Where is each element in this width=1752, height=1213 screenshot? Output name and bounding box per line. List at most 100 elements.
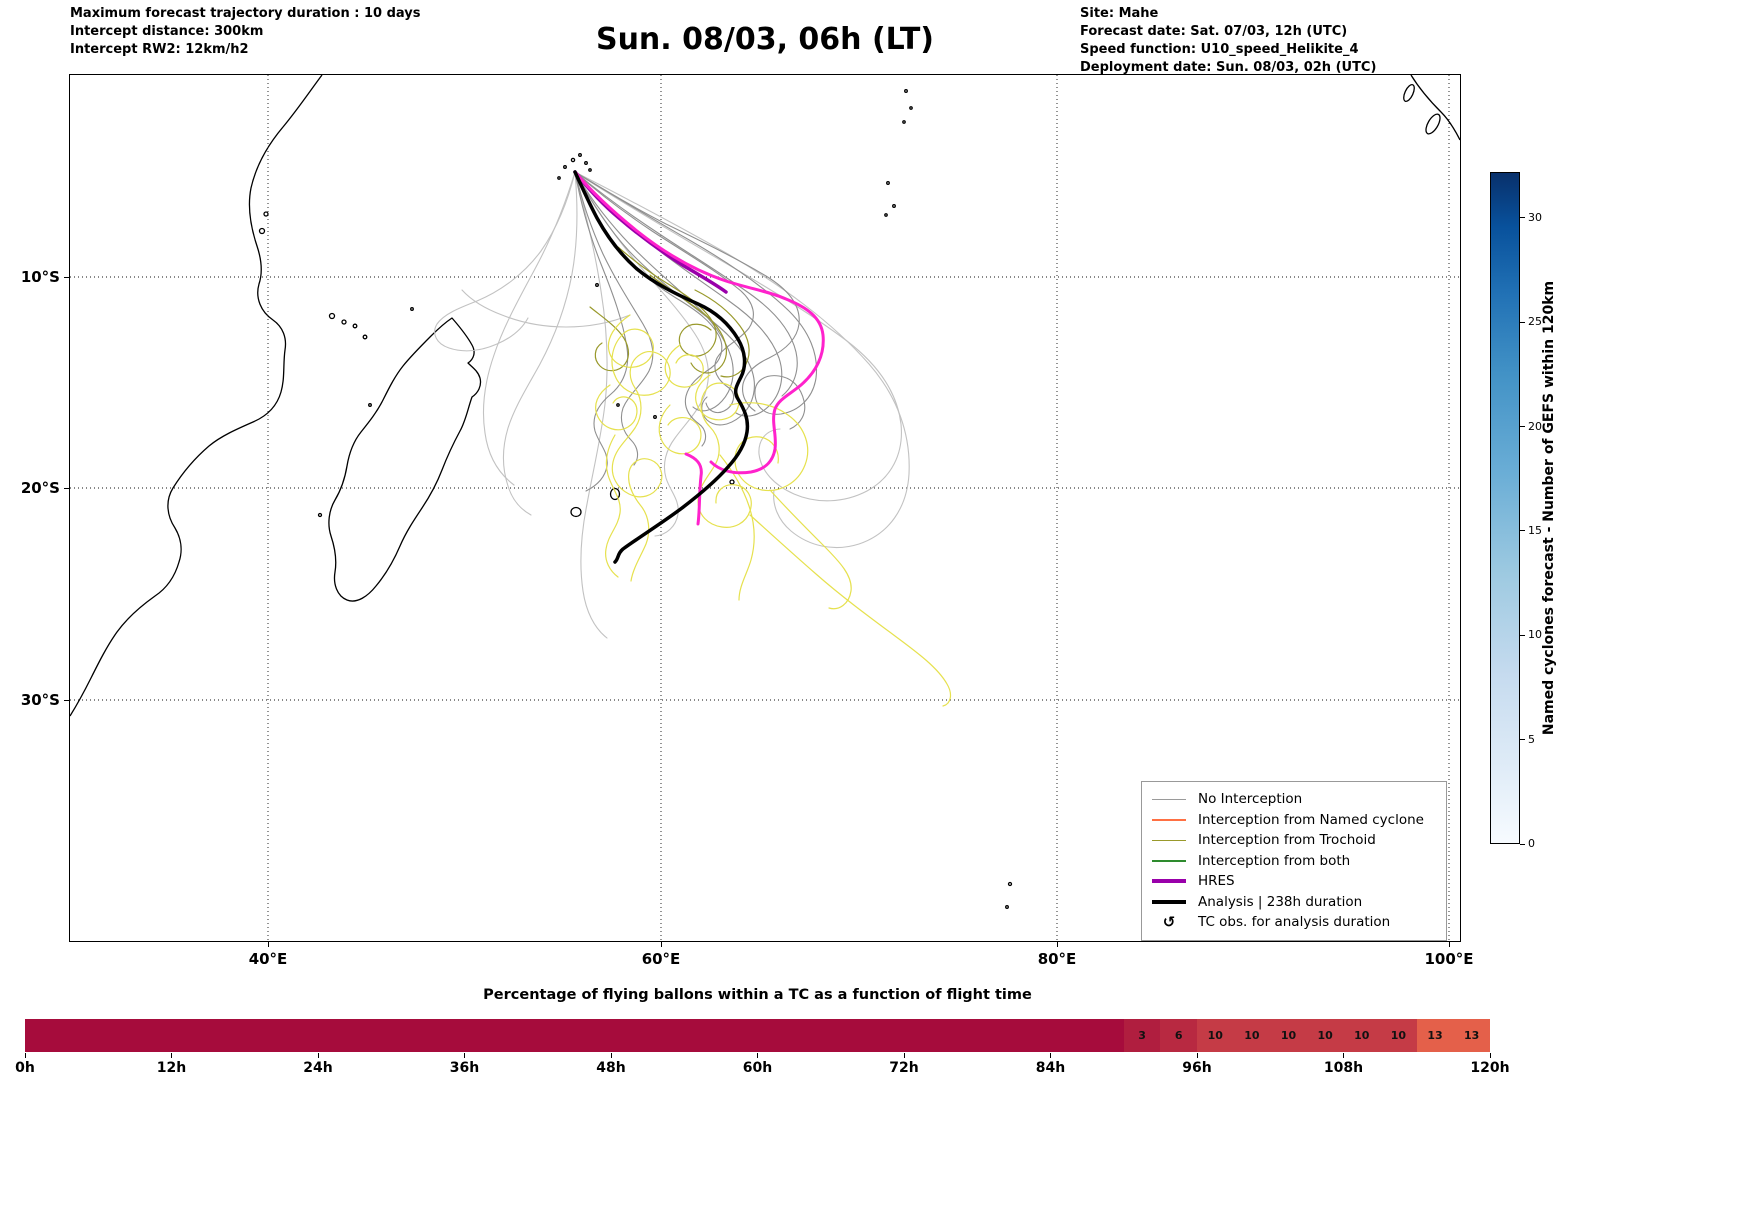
- bar-axis-tick-label: 108h: [1323, 1060, 1364, 1076]
- island-reunion: [570, 506, 582, 518]
- island: [616, 403, 620, 407]
- island: [904, 89, 908, 93]
- island: [563, 165, 567, 169]
- page-title: Sun. 08/03, 06h (LT): [595, 22, 935, 57]
- bar-axis-tick: [1489, 1053, 1491, 1058]
- balloon-trochoid: [729, 402, 809, 492]
- bar-axis-tick-label: 24h: [303, 1060, 333, 1076]
- bar-axis-tick-label: 12h: [156, 1060, 187, 1076]
- gefs-outside-window: [502, 171, 578, 516]
- legend-label: No Interception: [1198, 791, 1303, 808]
- bar-segment: 10: [1233, 1019, 1271, 1052]
- site-info: Site: Mahe Forecast date: Sat. 07/03, 12…: [1080, 5, 1376, 77]
- speed-function-text: Speed function: U10_speed_Helikite_4: [1080, 42, 1359, 57]
- run-parameters: Maximum forecast trajectory duration : 1…: [70, 5, 421, 59]
- x-axis-tick-label: 60°E: [641, 950, 681, 968]
- x-axis-tick-label: 80°E: [1037, 950, 1077, 968]
- colorbar-tick-label: 5: [1528, 732, 1535, 746]
- balloon-percentage-bar: 3 6 10 10 10 10 10 10 13 13: [25, 1019, 1490, 1052]
- island: [909, 106, 913, 110]
- legend-line: [1152, 879, 1186, 884]
- legend-item: Analysis | 238h duration: [1146, 892, 1442, 913]
- sumatra-coastline: [1410, 75, 1460, 141]
- gefs-no-interception: [574, 171, 818, 430]
- balloon-trochoid: [749, 514, 952, 707]
- legend-label: Interception from Named cyclone: [1198, 811, 1424, 828]
- legend-line: [1152, 899, 1186, 904]
- legend-item: Interception from Named cyclone: [1146, 810, 1442, 831]
- bar-segment: 10: [1306, 1019, 1344, 1052]
- map-legend: No Interception Interception from Named c…: [1141, 781, 1447, 941]
- madagascar-coastline: [328, 317, 482, 602]
- bar-axis-tick: [24, 1053, 26, 1058]
- colorbar-tick-label: 30: [1528, 210, 1542, 224]
- colorbar-tick: [1520, 530, 1525, 532]
- deployment-date-text: Deployment date: Sun. 08/03, 02h (UTC): [1080, 60, 1377, 75]
- legend-label: HRES: [1198, 873, 1235, 890]
- legend-line: [1152, 860, 1186, 862]
- trochoid-interception: [694, 289, 750, 378]
- gefs-outside-window: [434, 171, 576, 352]
- balloon-bar-title: Percentage of flying ballons within a TC…: [483, 987, 1032, 1003]
- legend-line-sample: [1146, 879, 1192, 884]
- bar-segment: 6: [1160, 1019, 1197, 1052]
- bar-axis-tick: [171, 1053, 172, 1058]
- balloon-trochoid: [595, 384, 638, 431]
- legend-line-sample: [1146, 860, 1192, 862]
- legend-line-sample: [1146, 899, 1192, 904]
- island: [892, 204, 896, 208]
- island: [362, 334, 368, 340]
- legend-line: [1152, 798, 1186, 800]
- island: [317, 512, 323, 518]
- legend-item: No Interception: [1146, 789, 1442, 810]
- bar-axis-tick: [610, 1053, 612, 1058]
- x-axis-tick-label: 100°E: [1424, 950, 1474, 968]
- balloon-trochoid: [664, 344, 704, 388]
- island-mahe: [570, 157, 576, 163]
- bar-axis-tick-label: 36h: [449, 1060, 480, 1076]
- bar-axis-tick: [757, 1053, 758, 1058]
- island: [258, 227, 266, 235]
- intercept-rw2-text: Intercept RW2: 12km/h2: [70, 42, 249, 57]
- colorbar-tick: [1520, 634, 1525, 636]
- site-text: Site: Mahe: [1080, 6, 1159, 21]
- bar-segment: 13: [1453, 1019, 1490, 1052]
- max-duration-text: Maximum forecast trajectory duration : 1…: [70, 6, 421, 21]
- island: [1403, 84, 1415, 102]
- bar-axis-tick-label: 48h: [596, 1060, 626, 1076]
- legend-label: Interception from Trochoid: [1198, 832, 1376, 849]
- colorbar-tick: [1520, 321, 1525, 323]
- bar-axis-tick: [1050, 1053, 1051, 1058]
- trajectory-map: [70, 75, 1460, 941]
- island: [1007, 881, 1013, 887]
- balloon-trochoid: [658, 404, 702, 455]
- legend-line-sample: [1146, 798, 1192, 800]
- bar-axis-tick-label: 72h: [889, 1060, 919, 1076]
- island: [588, 168, 592, 172]
- colorbar-tick-label: 15: [1528, 523, 1542, 537]
- gridlines-layer: [70, 75, 1460, 941]
- colorbar-tick-label: 0: [1528, 837, 1535, 850]
- bar-axis-tick-label: 60h: [742, 1060, 773, 1076]
- legend-line-sample: [1146, 839, 1192, 841]
- island: [328, 312, 336, 320]
- bar-axis-tick: [1343, 1053, 1344, 1058]
- bar-segment: 10: [1380, 1019, 1417, 1052]
- island: [578, 153, 582, 157]
- island-mauritius: [609, 487, 621, 501]
- island: [884, 213, 888, 217]
- colorbar-tick: [1520, 843, 1525, 845]
- gefs-colorbar: [1490, 172, 1520, 844]
- colorbar-tick: [1520, 426, 1525, 428]
- trajectories-layer: [434, 170, 952, 707]
- bar-segment: [25, 1019, 1124, 1052]
- colorbar-tick: [1520, 217, 1525, 219]
- analysis-track: [573, 170, 750, 564]
- bar-axis-tick-label: 84h: [1035, 1060, 1066, 1076]
- africa-coastline: [70, 75, 323, 717]
- legend-label: Analysis | 238h duration: [1198, 893, 1363, 910]
- bar-segment: 10: [1343, 1019, 1381, 1052]
- legend-item: Interception from Trochoid: [1146, 830, 1442, 851]
- bar-axis-tick-label: 96h: [1182, 1060, 1212, 1076]
- bar-segment: 10: [1197, 1019, 1234, 1052]
